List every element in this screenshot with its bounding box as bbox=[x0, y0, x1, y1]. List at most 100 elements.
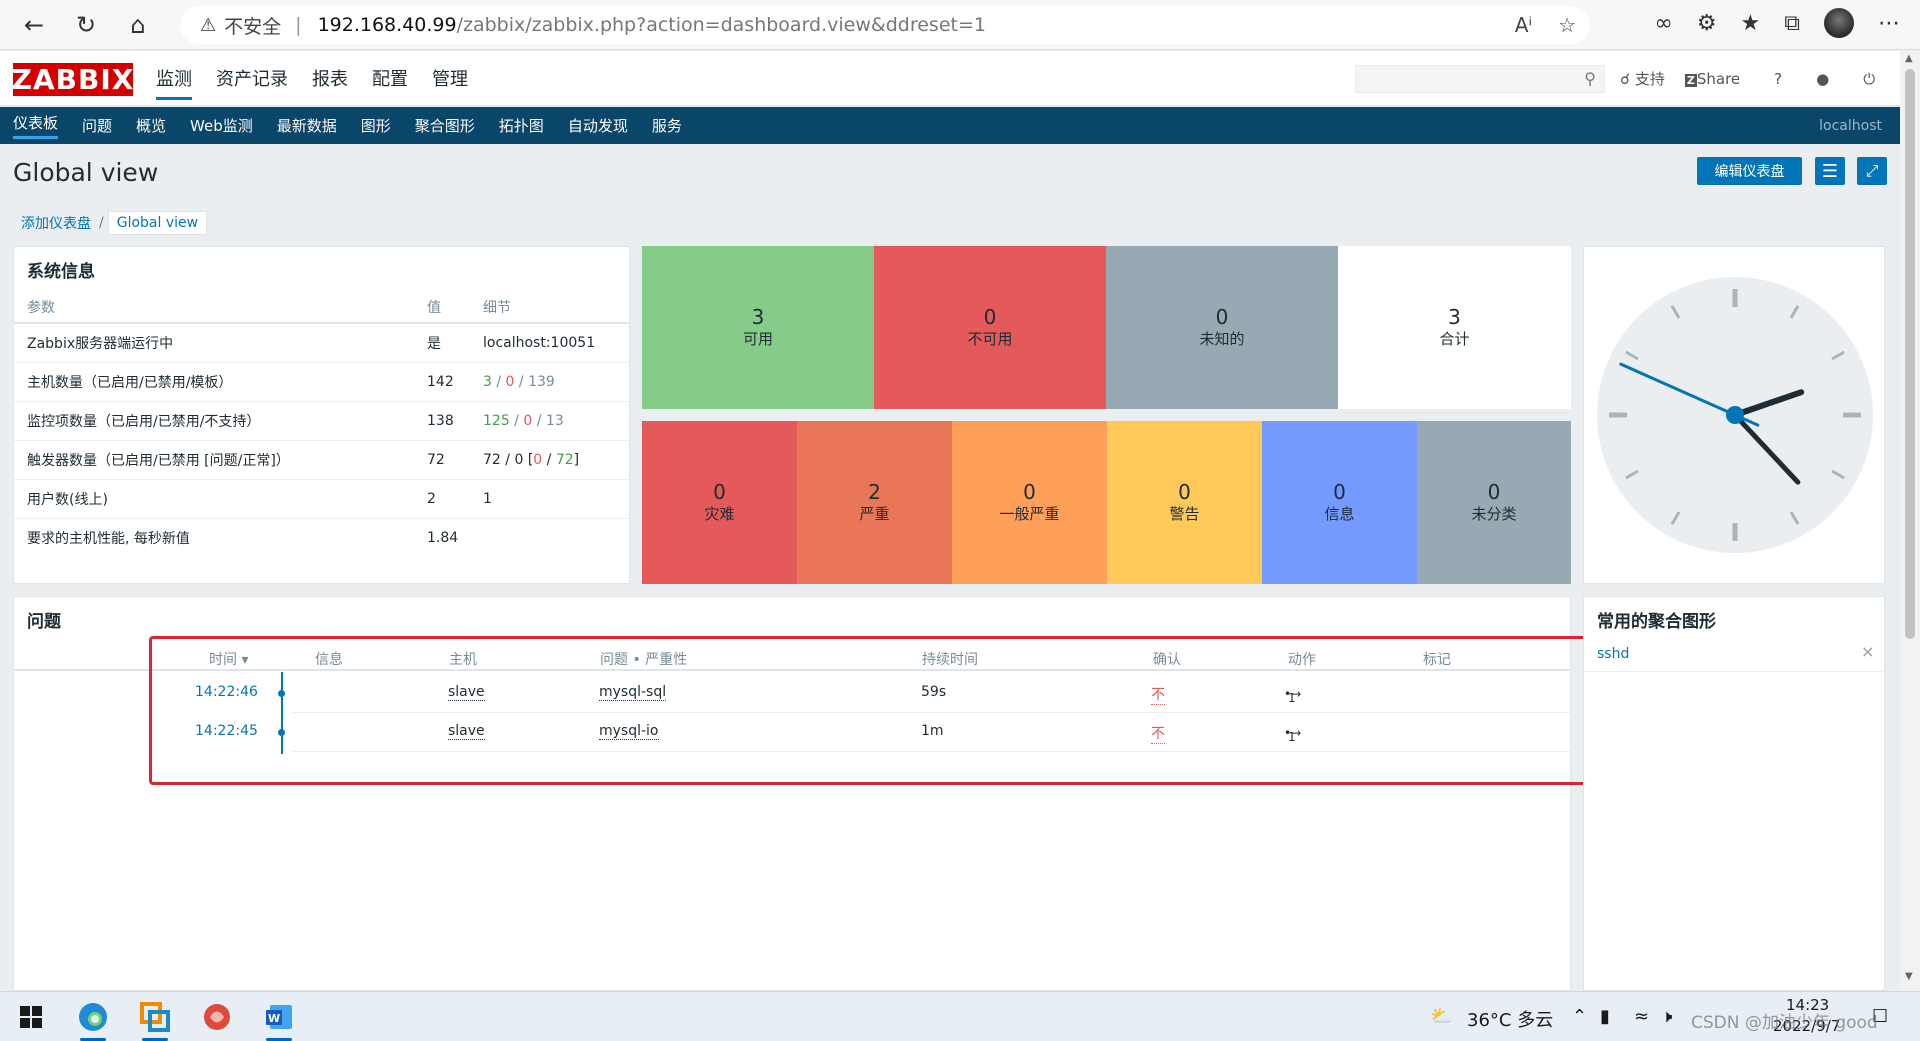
word-icon[interactable]: W bbox=[260, 999, 298, 1041]
submenu-web[interactable]: Web监测 bbox=[190, 117, 253, 135]
logout-icon[interactable]: ⏻ bbox=[1863, 69, 1876, 88]
favorites-icon[interactable]: ★ bbox=[1740, 10, 1761, 36]
edge-browser-icon[interactable] bbox=[74, 999, 112, 1041]
submenu-services[interactable]: 服务 bbox=[651, 117, 682, 135]
scroll-up-icon[interactable]: ▲ bbox=[1905, 53, 1913, 64]
problem-host[interactable]: slave bbox=[448, 684, 485, 701]
help-icon[interactable]: ? bbox=[1774, 69, 1783, 88]
page-scrollbar[interactable]: ▲ ▼ bbox=[1900, 51, 1920, 991]
address-bar[interactable]: ⚠ 不安全 | 192.168.40.99 /zabbix/zabbix.php… bbox=[180, 6, 1590, 44]
breadcrumb-parent[interactable]: 添加仪表盘 bbox=[21, 216, 91, 232]
actions-count: 1 bbox=[1288, 691, 1296, 705]
row-detail: 1 bbox=[470, 479, 629, 519]
xshell-icon[interactable] bbox=[198, 999, 236, 1035]
severity-disaster[interactable]: 0 灾难 bbox=[642, 421, 797, 584]
menu-monitoring[interactable]: 监测 bbox=[156, 65, 192, 100]
severity-information[interactable]: 0 信息 bbox=[1262, 421, 1417, 584]
search-input[interactable]: ⚲ bbox=[1355, 65, 1605, 93]
problem-time[interactable]: 14:22:46 bbox=[195, 684, 258, 700]
back-icon[interactable]: ← bbox=[23, 10, 45, 39]
submenu-maps[interactable]: 拓扑图 bbox=[498, 117, 544, 135]
problem-ack[interactable]: 不 bbox=[1151, 684, 1165, 705]
favorite-star-icon[interactable]: ☆ bbox=[1558, 13, 1576, 37]
problem-name[interactable]: mysql-sql bbox=[599, 684, 667, 701]
severity-warning[interactable]: 0 警告 bbox=[1107, 421, 1262, 584]
scroll-thumb[interactable] bbox=[1905, 69, 1915, 639]
scroll-down-icon[interactable]: ▼ bbox=[1905, 971, 1913, 982]
zabbix-logo[interactable]: ZABBIX bbox=[11, 63, 135, 96]
taskbar-date[interactable]: 2022/9/7 bbox=[1773, 1017, 1841, 1035]
vmware-icon[interactable] bbox=[136, 999, 174, 1041]
timeline-dot bbox=[278, 690, 285, 697]
detail-unsupported: 13 bbox=[545, 412, 564, 429]
edit-dashboard-button[interactable]: 编辑仪表盘 bbox=[1697, 157, 1802, 185]
taskbar-time[interactable]: 14:23 bbox=[1786, 996, 1830, 1014]
row-detail: 72 / 0 [0 / 72] bbox=[470, 440, 629, 480]
availability-available[interactable]: 3 可用 bbox=[642, 246, 874, 409]
weather-icon[interactable]: ⛅ bbox=[1430, 1006, 1453, 1027]
severity-high[interactable]: 2 严重 bbox=[797, 421, 952, 584]
row-param: 触发器数量（已启用/已禁用 [问题/正常]） bbox=[14, 440, 414, 480]
submenu-graphs[interactable]: 图形 bbox=[360, 117, 391, 135]
weather-label[interactable]: 36°C 多云 bbox=[1467, 1010, 1554, 1031]
table-row: 要求的主机性能, 每秒新值 1.84 bbox=[14, 518, 629, 557]
submenu-latest-data[interactable]: 最新数据 bbox=[276, 117, 337, 135]
menu-reports[interactable]: 报表 bbox=[312, 69, 348, 90]
menu-configuration[interactable]: 配置 bbox=[372, 69, 408, 90]
menu-inventory[interactable]: 资产记录 bbox=[216, 69, 288, 90]
extensions-icon[interactable]: ⚙ bbox=[1696, 10, 1717, 36]
remove-favorite-icon[interactable]: × bbox=[1861, 642, 1875, 661]
problem-time[interactable]: 14:22:45 bbox=[195, 723, 258, 739]
search-icon[interactable]: ⚲ bbox=[1584, 69, 1596, 88]
url-path: /zabbix/zabbix.php?action=dashboard.view… bbox=[456, 14, 986, 36]
availability-unavailable[interactable]: 0 不可用 bbox=[874, 246, 1106, 409]
support-link[interactable]: ☌ 支持 bbox=[1620, 68, 1665, 89]
submenu-overview[interactable]: 概览 bbox=[136, 117, 167, 135]
read-aloud-icon[interactable]: Aⁱ bbox=[1514, 13, 1533, 37]
problem-ack[interactable]: 不 bbox=[1151, 723, 1165, 744]
collections-icon[interactable]: ⧉ bbox=[1784, 10, 1800, 36]
submenu-discovery[interactable]: 自动发现 bbox=[567, 117, 628, 135]
host-availability-widget: 3 可用 0 不可用 0 未知的 3 合计 bbox=[642, 246, 1571, 409]
col-time[interactable]: 时间 ▾ bbox=[209, 652, 249, 668]
submenu-problems[interactable]: 问题 bbox=[82, 117, 113, 135]
row-value: 142 bbox=[414, 362, 470, 402]
availability-label: 未知的 bbox=[1199, 330, 1245, 348]
network-icon[interactable]: ≈ bbox=[1634, 1006, 1650, 1027]
menu-administration[interactable]: 管理 bbox=[432, 69, 468, 90]
problem-name[interactable]: mysql-io bbox=[599, 723, 659, 740]
severity-average[interactable]: 0 一般严重 bbox=[952, 421, 1107, 584]
infinity-extension-icon[interactable]: ∞ bbox=[1654, 10, 1673, 36]
share-link[interactable]: Z Share bbox=[1684, 70, 1740, 88]
notification-icon[interactable]: ☐ bbox=[1872, 1006, 1889, 1027]
availability-count: 0 bbox=[983, 305, 997, 329]
problems-table-header: 时间 ▾ 信息 主机 问题 • 严重性 持续时间 确认 动作 标记 bbox=[14, 641, 1570, 671]
dashboard-menu-icon[interactable]: ☰ bbox=[1815, 157, 1845, 185]
fullscreen-icon[interactable]: ⤢ bbox=[1857, 157, 1887, 185]
svg-text:W: W bbox=[268, 1012, 280, 1025]
detail-enabled: 3 bbox=[483, 373, 492, 390]
user-profile-icon[interactable]: ● bbox=[1816, 69, 1830, 88]
table-row: 14:22:46 slave mysql-sql 59s 不 1 •→ bbox=[0, 673, 1580, 712]
home-icon[interactable]: ⌂ bbox=[130, 10, 146, 39]
volume-icon[interactable]: 🕨 bbox=[1661, 1006, 1673, 1027]
refresh-icon[interactable]: ↻ bbox=[75, 10, 97, 39]
battery-icon[interactable]: ▮ bbox=[1600, 1006, 1610, 1027]
detail-templates: 139 bbox=[528, 373, 555, 390]
more-icon[interactable]: ⋯ bbox=[1878, 10, 1900, 36]
breadcrumb-current[interactable]: Global view bbox=[107, 211, 208, 235]
profile-avatar[interactable] bbox=[1824, 8, 1854, 38]
warning-icon: ⚠ bbox=[200, 14, 217, 36]
submenu-dashboard[interactable]: 仪表板 bbox=[13, 112, 59, 139]
submenu-screens[interactable]: 聚合图形 bbox=[414, 117, 475, 135]
row-value: 2 bbox=[414, 479, 470, 519]
start-icon[interactable] bbox=[12, 999, 50, 1035]
problem-host[interactable]: slave bbox=[448, 723, 485, 740]
active-indicator bbox=[80, 1038, 106, 1041]
availability-total[interactable]: 3 合计 bbox=[1338, 246, 1571, 409]
tray-expand-icon[interactable]: ⌃ bbox=[1572, 1006, 1588, 1027]
page-title: Global view bbox=[13, 158, 159, 187]
favorite-screen-link[interactable]: sshd bbox=[1597, 646, 1630, 662]
severity-not-classified[interactable]: 0 未分类 bbox=[1417, 421, 1571, 584]
availability-unknown[interactable]: 0 未知的 bbox=[1106, 246, 1338, 409]
